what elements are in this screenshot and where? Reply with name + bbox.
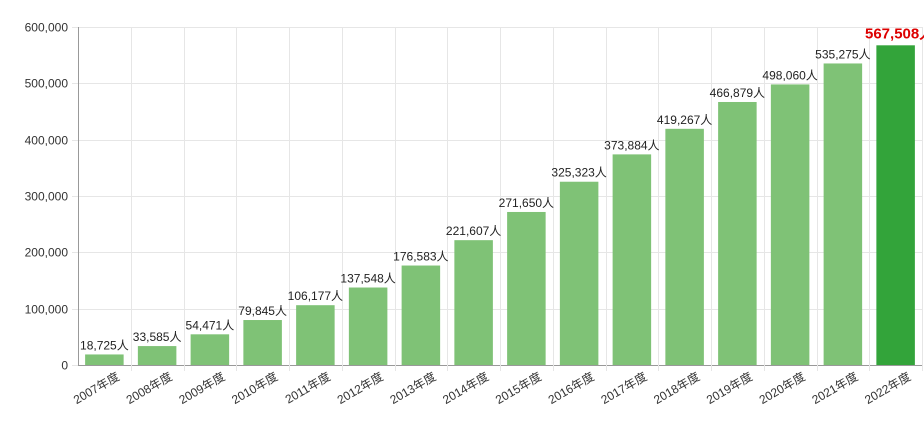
bar-2018年度	[665, 128, 704, 365]
data-label: 33,585人	[133, 330, 182, 344]
x-tick-label: 2014年度	[440, 369, 491, 407]
x-tick-label: 2008年度	[123, 369, 174, 407]
data-label: 176,583人	[393, 250, 448, 264]
bar-2015年度	[507, 211, 546, 365]
bar-2016年度	[559, 181, 599, 365]
bar-2017年度	[612, 154, 652, 365]
data-label: 373,884人	[604, 138, 659, 152]
bar-2009年度	[190, 334, 230, 365]
y-tick-label: 200,000	[25, 246, 69, 260]
x-tick-label: 2009年度	[176, 369, 227, 407]
data-label: 325,323人	[551, 166, 606, 180]
x-tick-label: 2012年度	[334, 369, 385, 407]
data-label: 567,508人	[865, 25, 924, 42]
bar-2019年度	[718, 101, 757, 366]
y-tick-label: 500,000	[25, 77, 69, 91]
bar-2011年度	[296, 305, 335, 365]
y-tick-label: 300,000	[25, 190, 69, 204]
bar-2010年度	[243, 320, 282, 365]
bar-2021年度	[823, 63, 863, 365]
x-tick-label: 2020年度	[756, 369, 807, 407]
y-axis-tick-labels: 0 100,000 200,000 300,000 400,000 500,000 600,…	[25, 21, 69, 373]
data-label: 498,060人	[762, 68, 817, 82]
data-label: 466,879人	[710, 86, 765, 100]
bar-2020年度	[770, 84, 810, 365]
bar-2013年度	[401, 265, 441, 365]
bar-2007年度	[85, 354, 124, 365]
y-tick-label: 0	[61, 359, 68, 373]
y-tick-label: 400,000	[25, 134, 69, 148]
x-tick-label: 2011年度	[282, 369, 333, 407]
data-label: 137,548人	[340, 272, 395, 286]
data-label: 54,471人	[186, 318, 235, 332]
x-tick-label: 2021年度	[809, 369, 860, 407]
gridlines	[72, 27, 923, 371]
bar-2012年度	[348, 287, 388, 365]
y-tick-label: 600,000	[25, 21, 69, 35]
bar-2014年度	[454, 240, 493, 365]
x-tick-label: 2013年度	[387, 369, 438, 407]
bar-2022年度	[876, 45, 915, 365]
x-axis-tick-labels: 2007年度 2008年度 2009年度 2010年度 2011年度 2012年度 2013…	[70, 369, 913, 407]
x-tick-label: 2017年度	[598, 369, 649, 407]
data-label: 106,177人	[288, 289, 343, 303]
x-tick-label: 2016年度	[545, 369, 596, 407]
bars	[85, 45, 915, 366]
x-tick-label: 2010年度	[229, 369, 280, 407]
x-tick-label: 2018年度	[651, 369, 702, 407]
x-tick-label: 2015年度	[492, 369, 543, 407]
bar-2008年度	[137, 346, 177, 365]
data-label: 18,725人	[80, 338, 129, 352]
data-label: 221,607人	[446, 224, 501, 238]
x-tick-label: 2022年度	[862, 369, 913, 407]
x-tick-label: 2019年度	[703, 369, 754, 407]
data-label: 271,650人	[499, 196, 554, 210]
x-tick-label: 2007年度	[70, 369, 121, 407]
data-label: 419,267人	[657, 113, 712, 127]
y-tick-label: 100,000	[25, 303, 69, 317]
data-label: 79,845人	[238, 304, 287, 318]
data-label: 535,275人	[815, 47, 870, 61]
